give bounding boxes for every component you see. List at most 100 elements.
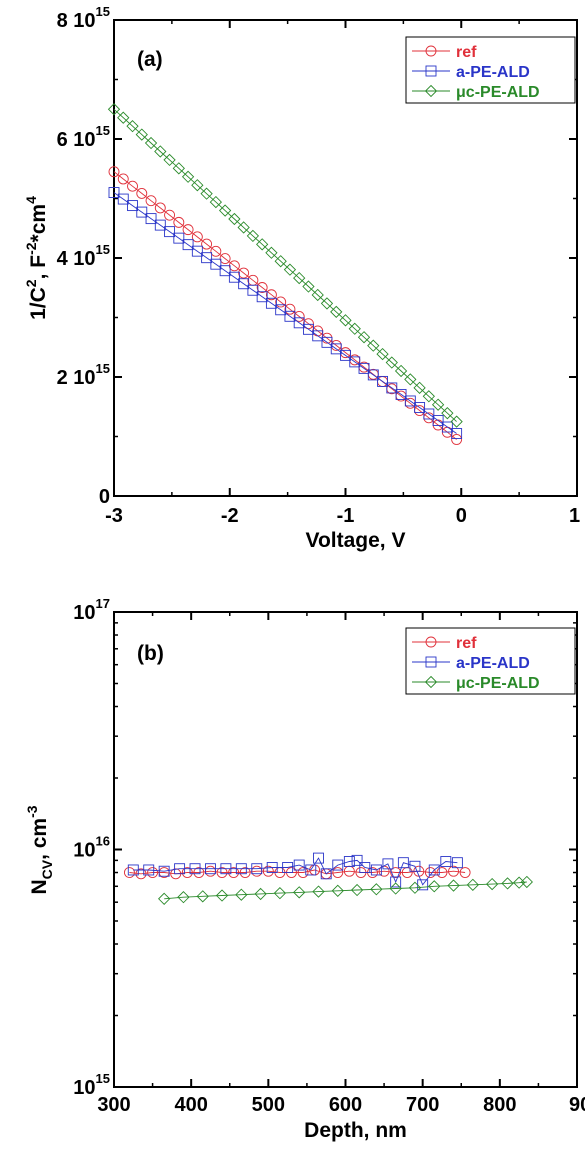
data-point — [293, 271, 306, 285]
data-point — [330, 343, 342, 355]
data-point — [191, 231, 203, 243]
data-point — [144, 136, 158, 150]
data-point — [293, 859, 305, 871]
data-point — [256, 238, 269, 251]
series-μc-PE-ALD — [107, 103, 463, 428]
chart-panel-a: -3 -2 -1 0 1 0 2 1015 4 1015 6 1015 8 1015 Voltage… — [23, 4, 580, 552]
data-point — [394, 364, 408, 378]
data-point — [182, 239, 194, 251]
data-point — [219, 265, 231, 277]
data-point — [343, 856, 355, 867]
series-a-PE-ALD — [127, 852, 463, 891]
data-point — [331, 884, 344, 897]
data-point — [117, 111, 130, 124]
data-point — [251, 863, 263, 875]
data-point — [235, 863, 247, 875]
legend-marker — [425, 45, 437, 57]
data-point — [440, 856, 452, 867]
data-point — [428, 880, 441, 893]
data-point — [297, 867, 309, 878]
data-point — [459, 867, 471, 878]
data-point — [408, 881, 422, 894]
data-point — [246, 229, 260, 243]
data-point — [218, 204, 232, 217]
x-tick-label: -1 — [337, 505, 355, 527]
data-point — [228, 271, 240, 283]
chart-panel-b: 300 400 500 600 700 800 900 1015 1016 1017 Depth, … — [24, 596, 585, 1142]
data-point — [404, 395, 416, 407]
x-axis-label: Depth, nm — [304, 1119, 407, 1142]
y-axis-label: 1/C2, F-2*cm4 — [23, 196, 50, 320]
data-point — [321, 336, 333, 348]
data-point — [423, 408, 435, 420]
data-point — [209, 195, 222, 209]
data-point — [228, 212, 241, 226]
x-tick-label: 900 — [569, 1094, 585, 1116]
data-point — [284, 303, 296, 315]
data-point — [370, 864, 382, 876]
data-point — [126, 119, 139, 133]
panel-label: (a) — [137, 48, 163, 71]
data-point — [173, 216, 185, 228]
series-line-ref — [129, 869, 466, 875]
data-point — [265, 289, 277, 301]
data-point — [135, 868, 147, 880]
data-point — [174, 863, 186, 875]
legend-marker — [425, 636, 437, 648]
data-point — [275, 296, 287, 308]
data-point — [247, 284, 259, 296]
legend-entry: μc-PE-ALD — [456, 84, 540, 101]
data-point — [330, 305, 343, 319]
data-point — [282, 862, 294, 873]
data-point — [397, 857, 409, 869]
data-point — [389, 882, 402, 895]
data-point — [293, 311, 305, 322]
x-tick-label: 0 — [456, 505, 467, 527]
data-point — [216, 867, 228, 878]
data-point — [265, 297, 277, 309]
legend-marker — [424, 84, 438, 98]
data-point — [293, 317, 305, 329]
data-point — [390, 867, 402, 878]
data-point — [428, 864, 440, 876]
data-point — [191, 179, 204, 192]
data-point — [313, 852, 324, 864]
data-point — [107, 103, 121, 116]
data-point — [451, 434, 463, 445]
data-point — [154, 202, 166, 214]
data-point — [181, 867, 193, 878]
data-point — [320, 297, 334, 310]
data-point — [254, 887, 267, 901]
data-point — [265, 246, 278, 259]
legend-entry: ref — [456, 44, 477, 61]
data-point — [501, 877, 514, 890]
data-point — [193, 867, 205, 878]
legend-marker — [425, 65, 437, 77]
data-point — [466, 878, 479, 891]
data-point — [256, 291, 268, 303]
data-point — [367, 339, 380, 352]
x-tick-label: 600 — [329, 1094, 362, 1116]
data-point — [349, 356, 361, 368]
data-point — [201, 252, 213, 264]
data-point — [158, 892, 171, 905]
data-point — [154, 145, 167, 158]
data-point — [386, 382, 398, 394]
data-point — [432, 415, 444, 426]
data-point — [235, 888, 248, 901]
data-point — [448, 865, 459, 877]
data-point — [441, 407, 454, 420]
data-point — [332, 859, 344, 871]
data-point — [404, 373, 417, 386]
data-point — [163, 153, 176, 167]
legend: ref a-PE-ALD μc-PE-ALD — [405, 36, 576, 104]
data-point — [238, 267, 250, 279]
x-axis-label: Voltage, V — [306, 529, 406, 552]
data-point — [210, 258, 222, 270]
data-point — [351, 854, 363, 866]
legend-marker — [424, 675, 438, 689]
data-point — [147, 867, 159, 878]
data-point — [273, 887, 287, 900]
data-point — [182, 224, 194, 236]
